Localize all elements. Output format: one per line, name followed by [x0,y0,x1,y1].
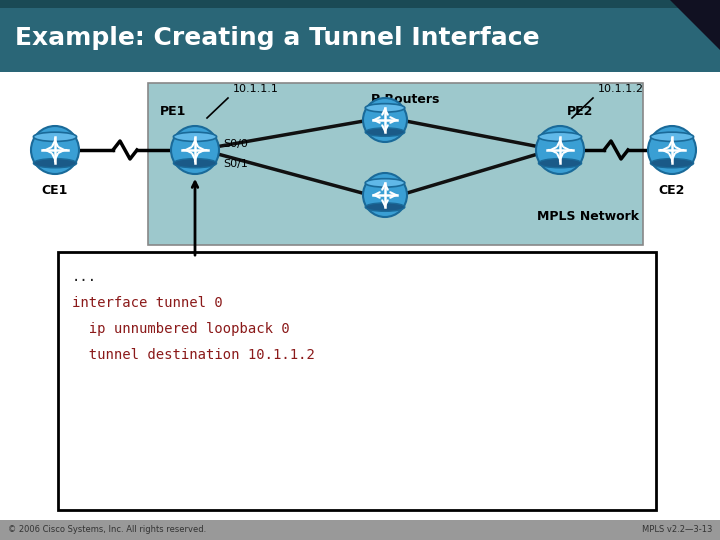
Text: S0/0: S0/0 [223,139,248,149]
Text: MPLS v2.2—3-13: MPLS v2.2—3-13 [642,525,712,535]
Circle shape [363,98,407,142]
Text: ...: ... [72,270,97,284]
Text: PE1: PE1 [160,105,186,118]
Circle shape [363,173,407,217]
Text: ip unnumbered loopback 0: ip unnumbered loopback 0 [72,322,289,336]
Text: P Routers: P Routers [372,93,440,106]
Ellipse shape [650,159,693,168]
Text: PE2: PE2 [567,105,593,118]
Ellipse shape [33,159,76,168]
Circle shape [171,126,219,174]
Circle shape [648,126,696,174]
Text: Example: Creating a Tunnel Interface: Example: Creating a Tunnel Interface [15,26,539,50]
Text: 10.1.1.2: 10.1.1.2 [598,84,644,94]
Ellipse shape [365,104,405,112]
Circle shape [31,126,79,174]
Ellipse shape [33,132,76,141]
FancyBboxPatch shape [148,83,643,245]
Circle shape [536,126,584,174]
Text: © 2006 Cisco Systems, Inc. All rights reserved.: © 2006 Cisco Systems, Inc. All rights re… [8,525,206,535]
Text: 10.1.1.1: 10.1.1.1 [233,84,279,94]
Text: CE2: CE2 [659,184,685,197]
Ellipse shape [365,128,405,136]
Text: MPLS Network: MPLS Network [537,210,639,223]
Ellipse shape [365,203,405,211]
Ellipse shape [174,132,217,141]
Text: interface tunnel 0: interface tunnel 0 [72,296,222,310]
Ellipse shape [539,159,582,168]
FancyBboxPatch shape [0,0,720,72]
Ellipse shape [539,132,582,141]
FancyBboxPatch shape [58,252,656,510]
Ellipse shape [365,179,405,187]
Text: tunnel destination 10.1.1.2: tunnel destination 10.1.1.2 [72,348,315,362]
Ellipse shape [174,159,217,168]
FancyBboxPatch shape [0,0,720,8]
Polygon shape [670,0,720,50]
FancyBboxPatch shape [0,520,720,540]
Ellipse shape [650,132,693,141]
Text: S0/1: S0/1 [223,159,248,169]
Text: CE1: CE1 [42,184,68,197]
